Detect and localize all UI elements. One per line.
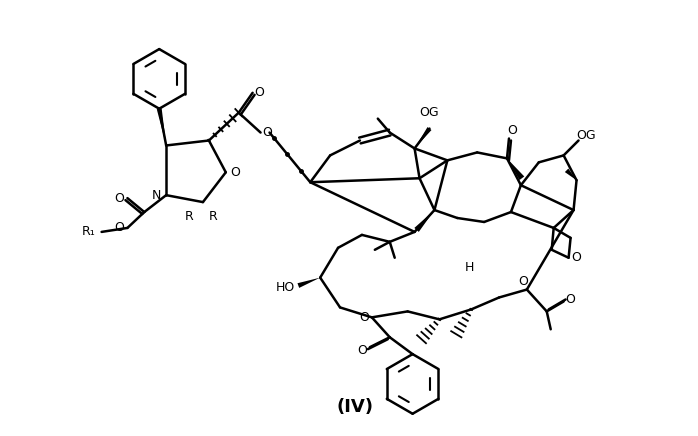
- Text: O: O: [230, 166, 239, 179]
- Text: R₁: R₁: [82, 225, 96, 238]
- Polygon shape: [507, 158, 524, 180]
- Text: O: O: [357, 344, 367, 357]
- Text: N: N: [151, 189, 161, 201]
- Text: HO: HO: [276, 281, 295, 294]
- Text: O: O: [518, 275, 528, 288]
- Polygon shape: [565, 169, 577, 180]
- Text: O: O: [507, 124, 517, 137]
- Polygon shape: [157, 108, 166, 146]
- Text: O: O: [114, 192, 124, 204]
- Text: H: H: [465, 261, 474, 274]
- Polygon shape: [415, 210, 434, 232]
- Text: R: R: [185, 210, 193, 222]
- Text: O: O: [255, 86, 265, 99]
- Text: O: O: [572, 251, 581, 264]
- Text: O: O: [262, 126, 272, 139]
- Polygon shape: [297, 278, 320, 288]
- Text: OG: OG: [577, 129, 596, 142]
- Text: O: O: [114, 221, 124, 235]
- Text: R: R: [209, 210, 217, 222]
- Text: (IV): (IV): [336, 398, 373, 416]
- Text: OG: OG: [419, 106, 439, 119]
- Text: O: O: [565, 293, 576, 306]
- Polygon shape: [415, 127, 431, 148]
- Text: O: O: [359, 311, 369, 324]
